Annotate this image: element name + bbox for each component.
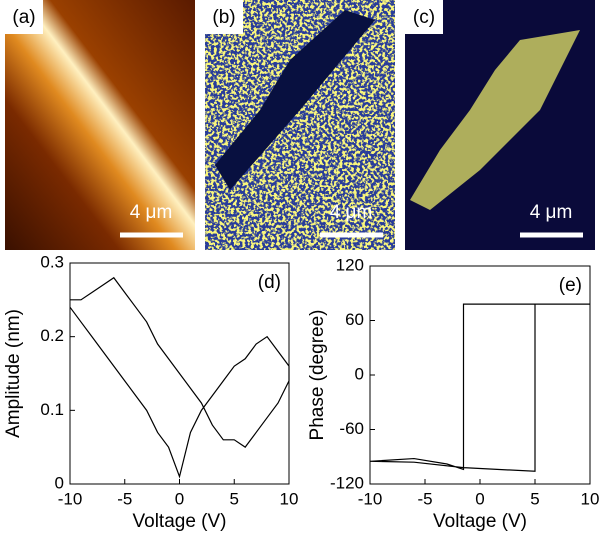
image-label: (b): [212, 7, 235, 28]
x-tick-label: -5: [117, 489, 132, 508]
y-tick-label: -120: [330, 473, 364, 492]
panel-label: (d): [258, 272, 281, 293]
plot-frame: [369, 265, 591, 485]
x-tick-label: 0: [175, 489, 184, 508]
x-tick-label: -10: [58, 489, 83, 508]
label-box: [205, 0, 243, 34]
x-tick-label: 5: [230, 489, 239, 508]
x-axis-label: Voltage (V): [133, 511, 227, 532]
scale-label: 4 μm: [130, 202, 173, 223]
y-tick-label: 0.2: [40, 326, 64, 345]
image-c: (c) 4 μm: [405, 0, 595, 250]
x-axis-label: Voltage (V): [433, 511, 527, 532]
image-a: (a) 4 μm: [5, 0, 195, 250]
x-tick-label: 0: [475, 489, 484, 508]
x-tick-label: -10: [358, 489, 383, 508]
y-tick-label: 120: [336, 255, 364, 274]
y-axis-label: Phase (degree): [307, 310, 328, 441]
phase-noise: [205, 0, 395, 250]
scale-label: 4 μm: [530, 202, 573, 223]
label-box: [5, 0, 43, 34]
image-label: (c): [413, 7, 435, 28]
image-label: (a): [12, 7, 35, 28]
scale-label: 4 μm: [330, 202, 373, 223]
y-tick-label: -60: [339, 419, 364, 438]
domain: [215, 10, 375, 190]
x-tick-label: -5: [417, 489, 432, 508]
domain: [410, 30, 580, 210]
x-tick-label: 10: [581, 489, 600, 508]
y-tick-label: 60: [345, 310, 364, 329]
data-line: [69, 276, 290, 479]
y-tick-label: 0.1: [40, 400, 64, 419]
y-tick-label: 0.3: [40, 252, 64, 271]
y-tick-label: 0: [55, 473, 64, 492]
y-tick-label: 0: [355, 364, 364, 383]
data-line: [369, 303, 590, 472]
panel-label: (e): [559, 275, 582, 296]
y-axis-label: Amplitude (nm): [3, 309, 24, 438]
x-tick-label: 10: [280, 489, 299, 508]
image-b: (b) 4 μm: [205, 0, 395, 250]
label-box: [405, 0, 443, 34]
topography-image: [5, 0, 195, 250]
x-tick-label: 5: [530, 489, 539, 508]
